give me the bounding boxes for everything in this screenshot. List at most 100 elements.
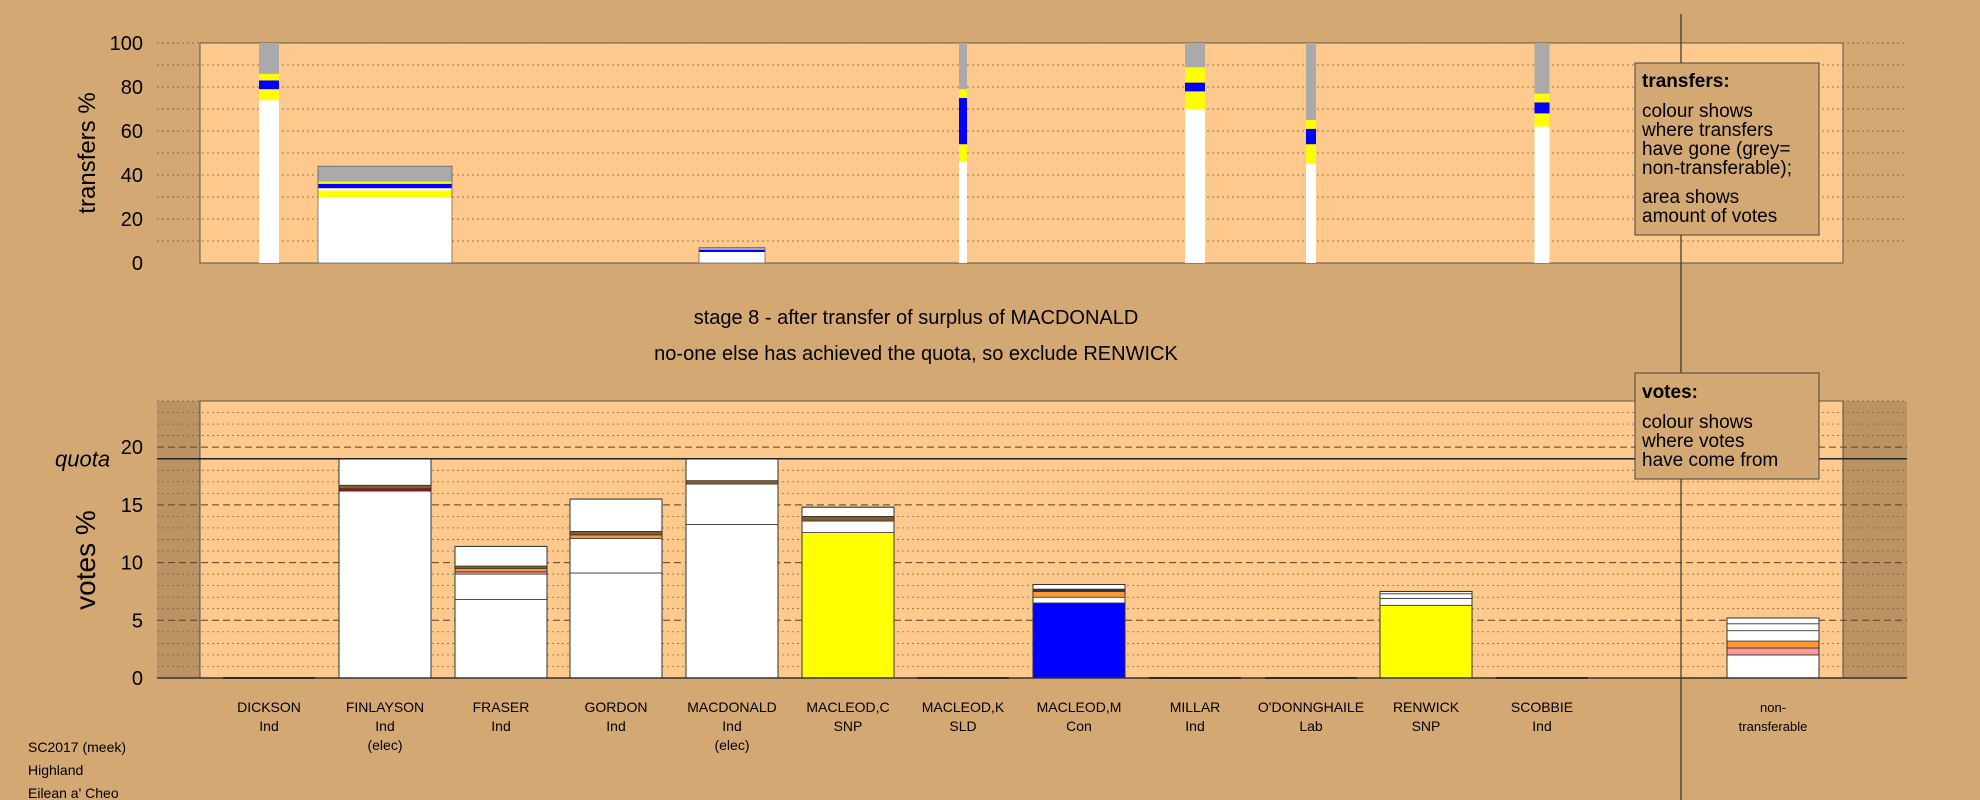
transfer-bar [317, 165, 453, 264]
transfer-bar [1185, 43, 1205, 263]
vote-bar [685, 458, 779, 679]
transfer-segment [1185, 43, 1205, 68]
candidate-name: MACLEOD,K [922, 699, 1005, 715]
candidate-name: RENWICK [1393, 699, 1460, 715]
votes-legend-line: where votes [1641, 431, 1744, 452]
vote-segment [338, 484, 432, 490]
candidate-name: MILLAR [1170, 699, 1221, 715]
vote-segment [1726, 623, 1820, 632]
transfer-bar [1534, 43, 1550, 263]
candidate-label: FRASER Ind [473, 699, 530, 734]
candidate-party: Ind [606, 718, 625, 734]
vote-bar [1726, 617, 1820, 679]
vote-segment [801, 516, 895, 522]
transfer-segment [259, 100, 279, 263]
candidate-label: MACLEOD,C SNP [806, 699, 889, 734]
vote-segment [1032, 602, 1126, 679]
transfer-segment [259, 80, 279, 90]
vote-segment [1726, 640, 1820, 649]
transfers-legend-line: amount of votes [1642, 206, 1777, 227]
vote-segment [1726, 630, 1820, 642]
votes-y-axis-label: votes % [70, 510, 101, 610]
transfer-bar [698, 247, 766, 264]
candidate-name: GORDON [585, 699, 648, 715]
transfer-segment [699, 252, 765, 263]
vote-segment [1726, 617, 1820, 625]
votes-plot-area [199, 400, 1844, 679]
vote-segment [569, 534, 663, 539]
transfer-segment [318, 181, 452, 184]
y-tick-label: 0 [132, 668, 143, 690]
candidate-name: MACLEOD,M [1037, 699, 1122, 715]
footer-line-3: Eilean a' Cheo [28, 785, 119, 800]
vote-segment [685, 524, 779, 679]
candidate-party: Ind [375, 718, 394, 734]
vote-segment [454, 573, 548, 600]
transfer-segment [318, 188, 452, 191]
votes-legend-line: colour shows [1642, 412, 1753, 433]
vote-segment [338, 490, 432, 679]
candidate-label: MACLEOD,K SLD [922, 699, 1005, 734]
transfers-legend-line: have gone (grey= [1642, 139, 1790, 160]
transfer-segment [699, 247, 765, 250]
transfers-legend-line: area shows [1642, 187, 1739, 208]
candidate-name: non- [1760, 700, 1786, 715]
vote-segment [1379, 593, 1473, 599]
candidate-name: FRASER [473, 699, 530, 715]
vote-segment [338, 458, 432, 486]
transfers-legend-line: non-transferable); [1642, 158, 1792, 179]
transfers-bars [259, 43, 1550, 264]
votes-plot: 0 5 10 15 20 quota votes % [55, 400, 1907, 690]
vote-segment [569, 572, 663, 679]
transfer-segment [959, 144, 967, 162]
vote-segment [1032, 591, 1126, 598]
candidate-label: MACDONALD Ind (elec) [687, 699, 776, 753]
y-tick-label: 5 [132, 610, 143, 632]
candidate-label: SCOBBIE Ind [1511, 699, 1573, 734]
candidate-party: Ind [1532, 718, 1551, 734]
candidate-status: (elec) [714, 737, 749, 753]
vote-segment [1726, 647, 1820, 656]
vote-segment [801, 520, 895, 533]
transfer-bar-outline [317, 165, 453, 264]
candidate-name: O'DONNGHAILE [1258, 699, 1364, 715]
transfer-segment [318, 190, 452, 197]
transfer-bar-outline [698, 247, 766, 264]
y-tick-label: 10 [121, 553, 143, 575]
vote-segment [569, 537, 663, 574]
transfer-segment [1534, 126, 1550, 263]
transfer-segment [959, 43, 967, 90]
vote-bar [1379, 590, 1473, 679]
candidate-name: MACLEOD,C [806, 699, 889, 715]
transfer-segment [1306, 144, 1316, 164]
transfer-segment [959, 161, 967, 263]
candidate-label: MILLAR Ind [1170, 699, 1221, 734]
vote-segment [685, 483, 779, 525]
candidate-name: DICKSON [237, 699, 301, 715]
vote-segment [454, 546, 548, 567]
candidate-party: Ind [1185, 718, 1204, 734]
candidate-status: (elec) [367, 737, 402, 753]
transfers-y-axis-label: transfers % [74, 92, 101, 213]
transfer-segment [1534, 93, 1550, 103]
vote-segment [569, 498, 663, 532]
transfer-segment [259, 73, 279, 81]
candidate-party: SNP [834, 718, 863, 734]
transfers-legend: transfers: colour shows where transfers … [1634, 62, 1820, 236]
vote-segment [685, 480, 779, 485]
y-tick-label: 0 [132, 253, 143, 275]
y-tick-label: 15 [121, 495, 143, 517]
candidate-party: Ind [491, 718, 510, 734]
vote-bar [1032, 584, 1126, 679]
transfer-segment [1306, 128, 1316, 145]
vote-segment [685, 458, 779, 482]
candidate-name: SCOBBIE [1511, 699, 1573, 715]
footer-line-1: SC2017 (meek) [28, 739, 126, 755]
quota-label: quota [55, 447, 110, 472]
transfers-legend-line: colour shows [1642, 101, 1753, 122]
candidate-labels: DICKSONIndFINLAYSONInd(elec)FRASERIndGOR… [237, 699, 1807, 753]
votes-legend: votes: colour shows where votes have com… [1634, 372, 1820, 480]
vote-segment [454, 567, 548, 573]
transfer-segment [1306, 43, 1316, 120]
